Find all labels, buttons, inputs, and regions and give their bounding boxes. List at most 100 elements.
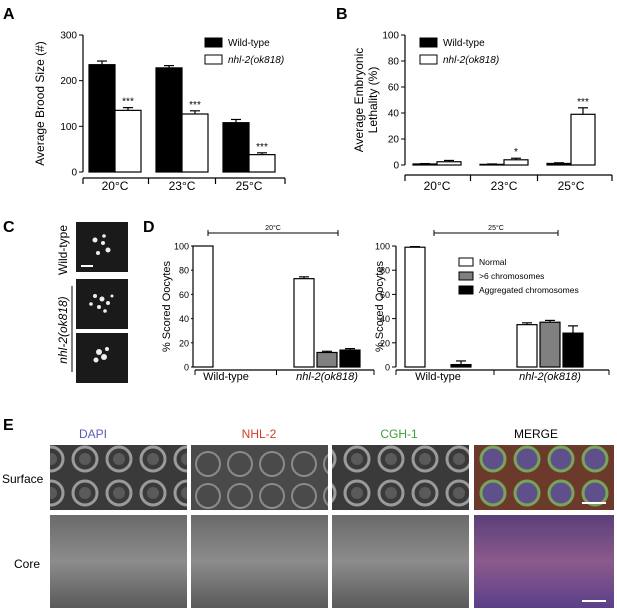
bar — [503, 159, 529, 166]
bar — [339, 349, 361, 368]
bar — [404, 246, 426, 368]
image-c-mutant-1 — [76, 279, 128, 329]
y-tick-label: 0 — [71, 168, 77, 179]
legend-swatch — [419, 37, 438, 48]
image-c-wild-type — [76, 222, 128, 272]
significance-label: * — [514, 147, 518, 158]
image-nhl2-surface — [191, 445, 328, 510]
panel-label-d: D — [143, 219, 155, 236]
legend-label: nhl-2(ok818) — [443, 55, 499, 66]
y-tick-label: 80 — [388, 57, 400, 68]
y-tick-label: 60 — [380, 290, 390, 300]
image-cgh1-surface — [332, 445, 469, 510]
legend-swatch — [458, 257, 474, 267]
legend-label: Normal — [479, 257, 507, 267]
significance-label: *** — [189, 100, 201, 111]
image-merge-core — [474, 515, 614, 608]
legend-swatch — [204, 37, 223, 48]
y-axis-label: Average EmbryonicLethality (%) — [352, 48, 380, 153]
panel-e-col-dapi: DAPI — [79, 427, 107, 441]
y-tick-label: 200 — [60, 76, 77, 87]
legend-swatch — [204, 54, 223, 65]
legend-label: >6 chromosomes — [479, 271, 544, 281]
y-tick-label: 100 — [382, 31, 399, 42]
y-tick-label: 60 — [388, 83, 400, 94]
bar — [155, 67, 183, 173]
x-category-label: 25°C — [558, 179, 585, 193]
x-category-label: Wild-type — [415, 371, 461, 383]
chart-d-2: 0 20 40 60 80 100% Scored Oocytes Wild-type nhl… — [161, 224, 375, 383]
y-axis-label: % Scored Oocytes — [161, 260, 173, 352]
panel-e-col-cgh1: CGH-1 — [380, 427, 418, 441]
x-category-label: Wild-type — [203, 371, 249, 383]
legend-swatch — [419, 54, 438, 65]
bar — [546, 162, 572, 166]
bar — [192, 245, 214, 368]
legend-label: Aggregated chromosomes — [479, 285, 579, 295]
panel-e-row-core: Core — [14, 557, 40, 571]
y-tick-label: 60 — [179, 290, 189, 300]
bar — [88, 64, 116, 173]
chromosome-dots — [81, 234, 114, 363]
bar — [570, 113, 596, 166]
legend-swatch — [458, 271, 474, 281]
panel-c-mutant-label: nhl-2(ok818) — [56, 296, 70, 363]
x-category-label: 20°C — [102, 179, 129, 193]
chart-d-3: 0 20 40 60 80 100 % Scored Oocytes Wild-type nhl… — [374, 224, 610, 383]
y-tick-label: 80 — [179, 266, 189, 276]
chart-title: 20°C — [265, 224, 281, 232]
bar — [316, 351, 338, 368]
y-tick-label: 300 — [60, 31, 77, 42]
bar — [539, 321, 561, 368]
y-tick-label: 0 — [184, 363, 189, 373]
y-tick-label: 100 — [375, 242, 390, 252]
y-tick-label: 0 — [393, 161, 399, 172]
panel-label-c: C — [3, 219, 15, 236]
y-tick-label: 40 — [380, 314, 390, 324]
x-category-label: nhl-2(ok818) — [296, 371, 358, 383]
image-merge-surface — [474, 445, 614, 510]
y-tick-label: 100 — [174, 242, 189, 252]
y-tick-label: 40 — [388, 109, 400, 120]
bar — [450, 363, 472, 368]
y-axis-label: Average Brood Size (#) — [33, 41, 47, 166]
y-tick-label: 80 — [380, 266, 390, 276]
legend-label: Wild-type — [443, 38, 485, 49]
panel-e-col-nhl2: NHL-2 — [242, 427, 277, 441]
significance-label: *** — [122, 97, 134, 108]
chart-a-0: 0 100 200 300 Average Brood Size (#) *** *** **… — [33, 31, 286, 193]
bar — [562, 332, 584, 368]
bar — [516, 324, 538, 368]
legend-label: nhl-2(ok818) — [228, 55, 284, 66]
bar — [248, 154, 276, 173]
image-nhl2-core — [191, 515, 328, 608]
image-dapi-surface — [50, 445, 187, 510]
legend-label: Wild-type — [228, 38, 270, 49]
x-category-label: 23°C — [169, 179, 196, 193]
panel-label-e: E — [3, 417, 14, 434]
y-tick-label: 100 — [60, 122, 77, 133]
bar — [181, 113, 209, 173]
panel-e-row-surface: Surface — [2, 472, 44, 486]
bar — [436, 161, 462, 166]
x-category-label: 23°C — [491, 179, 518, 193]
x-category-label: nhl-2(ok818) — [519, 371, 581, 383]
bar — [293, 278, 315, 368]
y-tick-label: 20 — [179, 338, 189, 348]
panel-e-col-merge: MERGE — [514, 427, 558, 441]
significance-label: *** — [577, 97, 589, 108]
image-cgh1-core — [332, 515, 469, 608]
y-tick-label: 0 — [385, 363, 390, 373]
y-tick-label: 40 — [179, 314, 189, 324]
bar — [222, 122, 250, 173]
significance-label: *** — [256, 142, 268, 153]
x-category-label: 20°C — [424, 179, 451, 193]
panel-c-wild-type-label: Wild-type — [56, 225, 70, 275]
x-category-label: 25°C — [236, 179, 263, 193]
panel-label-a: A — [3, 6, 15, 23]
y-tick-label: 20 — [388, 135, 400, 146]
image-dapi-core — [50, 515, 187, 608]
chart-title: 25°C — [488, 224, 504, 232]
